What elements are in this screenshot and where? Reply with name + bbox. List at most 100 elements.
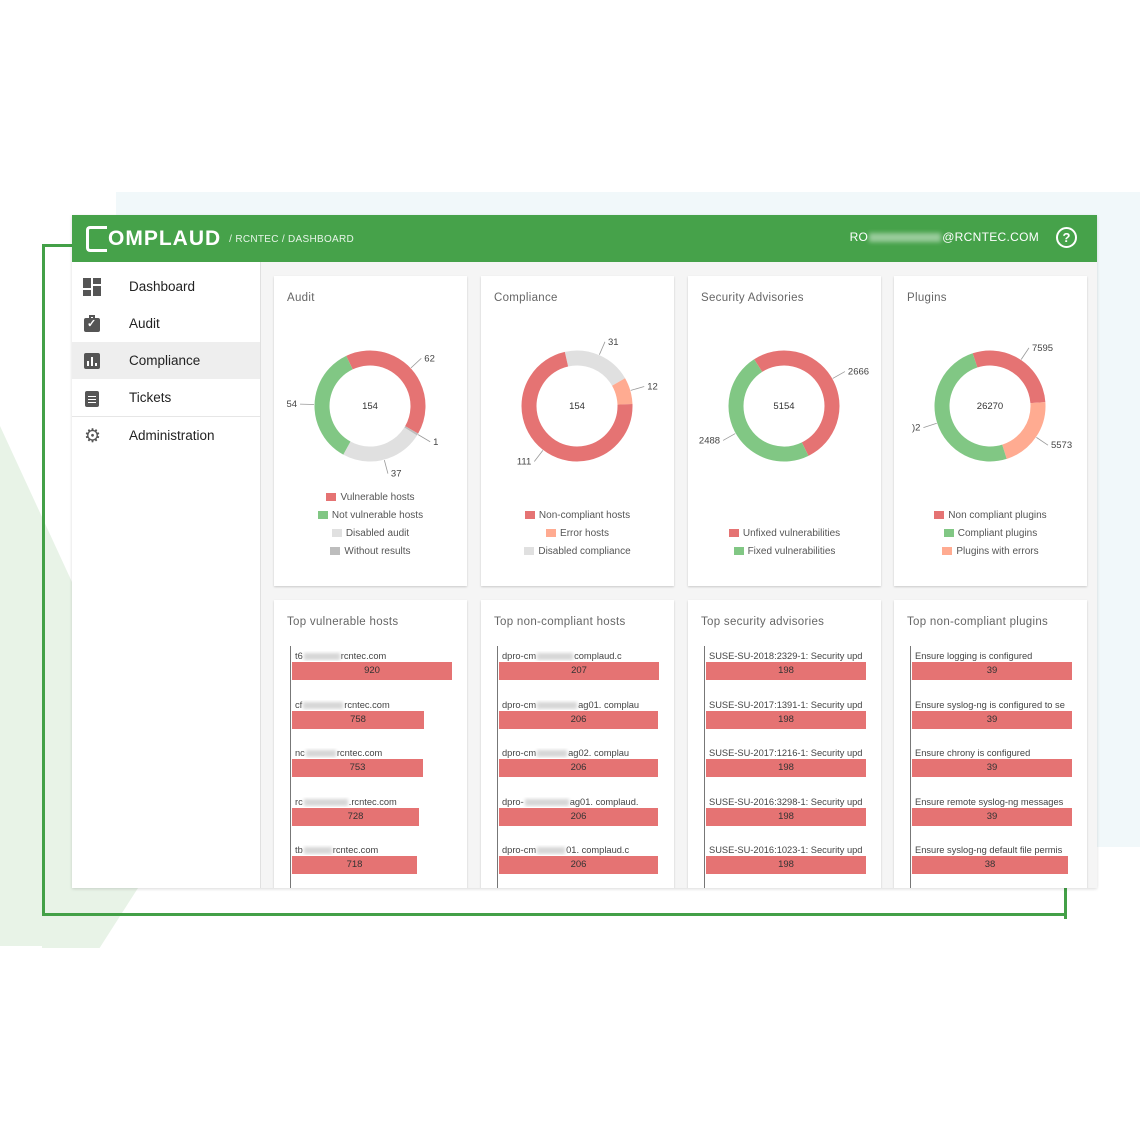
value-bar[interactable]: 39	[912, 710, 1072, 729]
donut-segment[interactable]	[929, 345, 1050, 466]
legend-item[interactable]: Unfixed vulnerabilities	[688, 528, 881, 546]
donut-segment[interactable]	[306, 342, 434, 470]
complaud-logo[interactable]: OMPLAUD	[86, 225, 221, 252]
redacted-text	[537, 653, 574, 661]
item-label-prefix: cf	[295, 699, 303, 710]
segment-value-label: 1	[433, 437, 438, 448]
donut-segment[interactable]	[929, 345, 1050, 466]
security-advisories-card: Security Advisories 2666 2488 5154 Unfixed…	[688, 276, 881, 586]
donut-segment[interactable]	[718, 340, 851, 473]
help-icon[interactable]: ?	[1056, 227, 1077, 248]
value-bar[interactable]: 206	[499, 856, 658, 874]
list-item[interactable]: nc rcntec.com 753	[291, 743, 473, 792]
list-item[interactable]: SUSE-SU-2018:2329-1: Security upd 198	[705, 646, 887, 695]
redacted-text	[303, 847, 332, 855]
value-bar[interactable]: 39	[912, 662, 1072, 680]
segment-value-label: 111	[517, 456, 531, 467]
legend-swatch	[330, 547, 341, 555]
list-item[interactable]: dpro-cm 01. complaud.c 206	[498, 840, 680, 888]
sidebar-item-compliance[interactable]: Compliance	[72, 342, 260, 379]
list-item[interactable]: rc .rcntec.com 728	[291, 792, 473, 841]
list-item[interactable]: dpro-cm complaud.c 207	[498, 646, 680, 695]
value-bar[interactable]: 198	[706, 662, 866, 680]
legend-item[interactable]: Non-compliant hosts	[481, 510, 674, 528]
legend-item[interactable]: Non compliant plugins	[894, 510, 1087, 528]
list-item[interactable]: dpro-cm ag02. complau 206	[498, 743, 680, 792]
item-label: rc .rcntec.com	[295, 797, 471, 807]
legend-item[interactable]: Disabled audit	[274, 528, 467, 546]
bar-list: Ensure logging is configured 39 Ensure sys…	[910, 646, 1093, 888]
donut-segment[interactable]	[520, 349, 635, 464]
item-label-prefix: Ensure syslog-ng default file permis	[915, 845, 1063, 855]
item-label: dpro-cm 01. complaud.c	[502, 845, 678, 855]
sidebar-item-administration[interactable]: ⚙ Administration	[72, 416, 260, 454]
list-item[interactable]: Ensure remote syslog-ng messages 39	[911, 792, 1093, 841]
legend-swatch	[326, 493, 337, 501]
list-item[interactable]: SUSE-SU-2017:1216-1: Security upd 198	[705, 743, 887, 792]
list-item[interactable]: tb rcntec.com 718	[291, 840, 473, 888]
list-item[interactable]: Ensure logging is configured 39	[911, 646, 1093, 695]
legend-item[interactable]: Fixed vulnerabilities	[688, 546, 881, 564]
list-item[interactable]: dpro-cm ag01. complau 206	[498, 695, 680, 744]
value-bar[interactable]: 39	[912, 807, 1072, 826]
item-label: dpro-cm complaud.c	[502, 651, 678, 661]
item-label: Ensure syslog-ng is configured to se	[915, 700, 1091, 710]
donut-center-total: 5154	[773, 401, 794, 412]
sidebar-item-tickets[interactable]: Tickets	[72, 379, 260, 416]
value-bar[interactable]: 758	[292, 710, 424, 729]
donut-center-total: 154	[569, 401, 585, 412]
legend-item[interactable]: Not vulnerable hosts	[274, 510, 467, 528]
value-bar[interactable]: 753	[292, 759, 423, 777]
value-bar[interactable]: 920	[292, 662, 452, 680]
legend-item[interactable]: Without results	[274, 546, 467, 564]
value-bar[interactable]: 198	[706, 710, 866, 729]
value-bar[interactable]: 198	[706, 759, 866, 777]
legend-item[interactable]: Compliant plugins	[894, 528, 1087, 546]
value-bar[interactable]: 728	[292, 807, 419, 826]
value-bar[interactable]: 38	[912, 856, 1068, 874]
list-item[interactable]: dpro-ag01. complaud. 206	[498, 792, 680, 841]
legend-swatch	[524, 547, 535, 555]
list-item[interactable]: SUSE-SU-2016:3298-1: Security upd 198	[705, 792, 887, 841]
label-leader-line	[630, 386, 645, 391]
sidebar-item-dashboard[interactable]: Dashboard	[72, 268, 260, 305]
list-item[interactable]: SUSE-SU-2016:1023-1: Security upd 198	[705, 840, 887, 888]
legend-item[interactable]: Vulnerable hosts	[274, 492, 467, 510]
value-bar[interactable]: 198	[706, 856, 866, 874]
legend-label: Vulnerable hosts	[340, 492, 415, 503]
legend-item[interactable]: Plugins with errors	[894, 546, 1087, 564]
top-vulnerable-hosts-card: Top vulnerable hosts t6 rcntec.com 920 cf rc…	[274, 600, 467, 888]
sidebar-item-audit[interactable]: Audit	[72, 305, 260, 342]
item-label-prefix: rc	[295, 796, 303, 807]
list-item[interactable]: SUSE-SU-2017:1391-1: Security upd 198	[705, 695, 887, 744]
legend-item[interactable]: Error hosts	[481, 528, 674, 546]
item-label-suffix: .rcntec.com	[348, 796, 397, 807]
item-label-suffix: rcntec.com	[344, 699, 390, 710]
decorative-frame	[42, 244, 72, 247]
segment-value-label: 2666	[848, 367, 869, 378]
legend-swatch	[331, 529, 342, 537]
value-bar[interactable]: 39	[912, 759, 1072, 777]
item-label: Ensure chrony is configured	[915, 748, 1091, 758]
list-item[interactable]: Ensure chrony is configured 39	[911, 743, 1093, 792]
value-bar[interactable]: 198	[706, 807, 866, 826]
chart-legend: Vulnerable hosts Not vulnerable hosts Disa…	[274, 492, 467, 564]
item-label-prefix: t6	[295, 651, 303, 661]
value-bar[interactable]: 206	[499, 710, 658, 729]
donut-segment[interactable]	[306, 342, 434, 470]
value-bar[interactable]: 206	[499, 759, 658, 777]
list-item[interactable]: Ensure syslog-ng default file permis 38	[911, 840, 1093, 888]
value-bar[interactable]: 207	[499, 662, 659, 680]
list-item[interactable]: t6 rcntec.com 920	[291, 646, 473, 695]
list-item[interactable]: cf rcntec.com 758	[291, 695, 473, 744]
value-bar[interactable]: 718	[292, 856, 417, 874]
item-label-prefix: dpro-cm	[502, 748, 537, 758]
list-item[interactable]: Ensure syslog-ng is configured to se 39	[911, 695, 1093, 744]
card-title: Plugins	[907, 292, 947, 304]
breadcrumb[interactable]: / RCNTEC / DASHBOARD	[229, 234, 355, 245]
legend-item[interactable]: Disabled compliance	[481, 546, 674, 564]
value-bar[interactable]: 206	[499, 807, 658, 826]
legend-label: Compliant plugins	[957, 528, 1038, 539]
user-account[interactable]: RO @RCNTEC.COM	[850, 230, 1039, 244]
donut-segment[interactable]	[520, 349, 635, 464]
